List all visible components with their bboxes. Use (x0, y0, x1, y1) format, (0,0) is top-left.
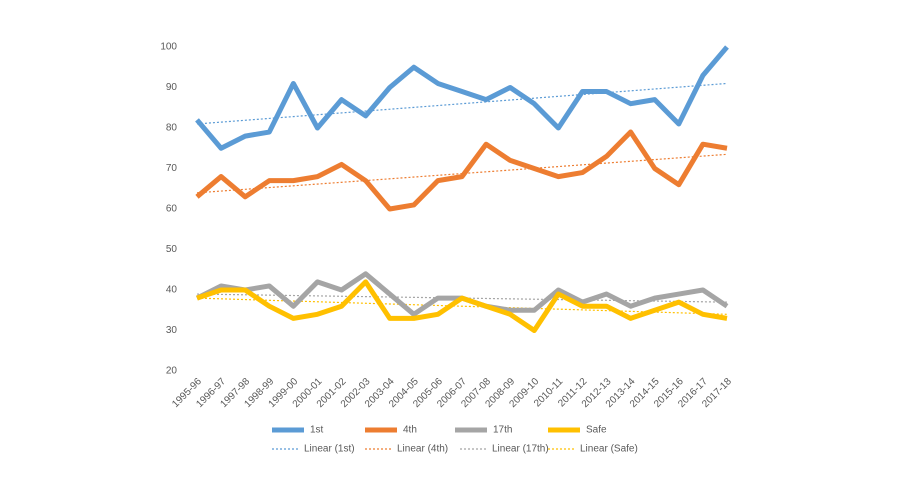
y-tick-label: 80 (166, 123, 178, 134)
series-line (195, 129, 728, 212)
legend-label: Linear (17th) (492, 444, 549, 455)
y-tick-label: 60 (166, 204, 178, 215)
y-tick-label: 100 (160, 42, 177, 53)
y-tick-label: 40 (166, 285, 178, 296)
legend-label: Linear (Safe) (580, 444, 638, 455)
y-tick-label: 90 (166, 82, 178, 93)
legend-label: 1st (310, 425, 324, 436)
series-line (195, 45, 729, 151)
y-tick-label: 50 (166, 244, 178, 255)
trendline (196, 82, 728, 125)
y-tick-label: 30 (166, 325, 178, 336)
y-tick-label: 20 (166, 366, 178, 377)
legend-label: Linear (4th) (397, 444, 448, 455)
legend-label: Linear (1st) (304, 444, 355, 455)
y-tick-label: 70 (166, 163, 178, 174)
legend-label: 4th (403, 425, 417, 436)
legend-label: Safe (586, 425, 607, 436)
legend-label: 17th (493, 425, 512, 436)
series-line (196, 279, 728, 333)
